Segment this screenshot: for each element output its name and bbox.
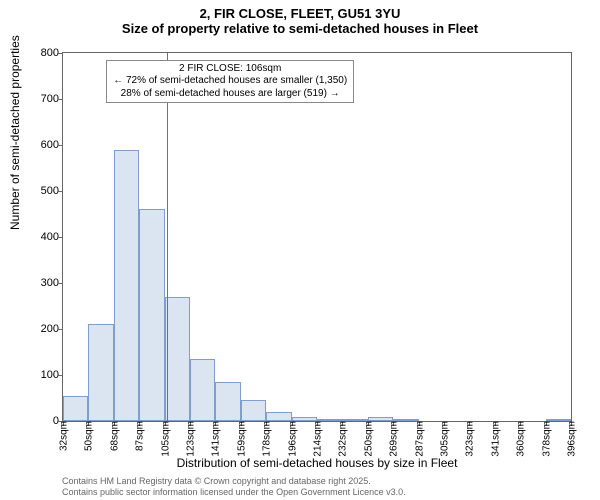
x-tick-label: 105sqm xyxy=(158,421,171,457)
x-tick-label: 214sqm xyxy=(311,421,324,457)
footer-attribution: Contains HM Land Registry data © Crown c… xyxy=(62,476,406,498)
histogram-bar xyxy=(114,150,139,421)
y-tick-mark xyxy=(58,53,63,54)
plot-area: 010020030040050060070080032sqm50sqm68sqm… xyxy=(62,52,572,422)
y-tick-mark xyxy=(58,145,63,146)
histogram-bar xyxy=(63,396,88,421)
annotation-line: 28% of semi-detached houses are larger (… xyxy=(113,88,347,101)
x-tick-label: 396sqm xyxy=(565,421,578,457)
x-tick-label: 123sqm xyxy=(184,421,197,457)
histogram-bar xyxy=(88,324,113,421)
reference-line xyxy=(167,53,168,421)
chart-title: 2, FIR CLOSE, FLEET, GU51 3YU xyxy=(0,6,600,21)
y-tick-mark xyxy=(58,375,63,376)
y-tick-mark xyxy=(58,237,63,238)
x-tick-label: 196sqm xyxy=(285,421,298,457)
x-tick-label: 68sqm xyxy=(107,421,120,451)
x-axis-label: Distribution of semi-detached houses by … xyxy=(62,456,572,470)
x-tick-label: 50sqm xyxy=(82,421,95,451)
annotation-box: 2 FIR CLOSE: 106sqm← 72% of semi-detache… xyxy=(106,60,354,104)
histogram-bar xyxy=(139,209,164,421)
x-tick-label: 378sqm xyxy=(539,421,552,457)
histogram-bar xyxy=(165,297,190,421)
histogram-bar xyxy=(190,359,215,421)
x-tick-label: 178sqm xyxy=(260,421,273,457)
chart-subtitle: Size of property relative to semi-detach… xyxy=(0,21,600,36)
x-tick-label: 250sqm xyxy=(361,421,374,457)
x-tick-label: 87sqm xyxy=(133,421,146,451)
title-block: 2, FIR CLOSE, FLEET, GU51 3YU Size of pr… xyxy=(0,0,600,36)
x-tick-label: 323sqm xyxy=(463,421,476,457)
x-tick-label: 141sqm xyxy=(209,421,222,457)
histogram-bar xyxy=(393,419,418,421)
histogram-bar xyxy=(317,419,342,421)
footer-line: Contains HM Land Registry data © Crown c… xyxy=(62,476,406,487)
x-tick-label: 159sqm xyxy=(234,421,247,457)
histogram-bar xyxy=(215,382,240,421)
x-tick-label: 32sqm xyxy=(57,421,70,451)
annotation-line: ← 72% of semi-detached houses are smalle… xyxy=(113,75,347,88)
x-tick-label: 269sqm xyxy=(387,421,400,457)
x-tick-label: 287sqm xyxy=(412,421,425,457)
y-tick-mark xyxy=(58,329,63,330)
histogram-bar xyxy=(342,419,367,421)
y-tick-mark xyxy=(58,283,63,284)
y-axis-label: Number of semi-detached properties xyxy=(8,35,22,230)
histogram-bar xyxy=(292,417,317,421)
histogram-bar xyxy=(368,417,393,421)
histogram-bar xyxy=(241,400,266,421)
histogram-bar xyxy=(266,412,291,421)
chart-container: 2, FIR CLOSE, FLEET, GU51 3YU Size of pr… xyxy=(0,0,600,500)
y-tick-mark xyxy=(58,191,63,192)
y-tick-mark xyxy=(58,99,63,100)
x-tick-label: 341sqm xyxy=(488,421,501,457)
footer-line: Contains public sector information licen… xyxy=(62,487,406,498)
x-tick-label: 360sqm xyxy=(514,421,527,457)
x-tick-label: 305sqm xyxy=(438,421,451,457)
histogram-bar xyxy=(546,419,571,421)
annotation-line: 2 FIR CLOSE: 106sqm xyxy=(113,63,347,76)
x-tick-label: 232sqm xyxy=(336,421,349,457)
